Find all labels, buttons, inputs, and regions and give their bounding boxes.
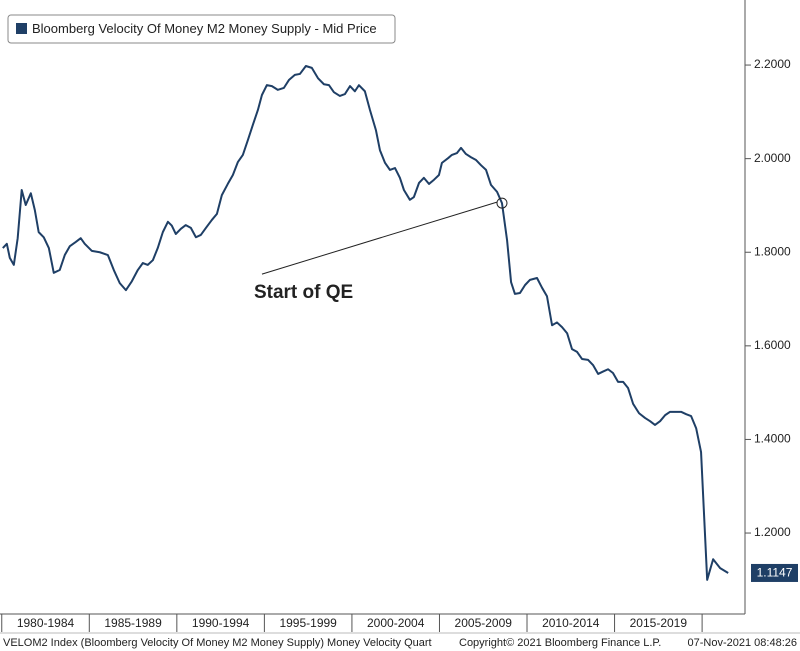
x-tick-label: 2000-2004 (367, 616, 425, 630)
x-tick-label: 1990-1994 (192, 616, 250, 630)
y-tick-label: 2.0000 (754, 151, 791, 165)
x-tick-label: 1980-1984 (17, 616, 75, 630)
annotation-text: Start of QE (254, 282, 353, 303)
annotation-leader (261, 201, 498, 275)
last-value-badge (751, 563, 798, 582)
line-series (2, 64, 729, 581)
y-tick-label: 2.2000 (754, 57, 791, 71)
x-tick-label: 1985-1989 (104, 616, 162, 630)
annotation-marker (496, 197, 508, 209)
last-value-label: 1.1147 (757, 566, 793, 580)
x-tick-label: 2010-2014 (542, 616, 600, 630)
x-tick-label: 2015-2019 (630, 616, 688, 630)
y-tick-label: 1.6000 (754, 338, 791, 352)
footer-left: VELOM2 Index (Bloomberg Velocity Of Mone… (3, 637, 432, 649)
x-tick-label: 2005-2009 (455, 616, 513, 630)
legend (7, 14, 396, 44)
y-tick-label: 1.4000 (754, 432, 791, 446)
footer-middle: Copyright© 2021 Bloomberg Finance L.P. (459, 637, 661, 649)
legend-swatch (16, 23, 27, 34)
y-tick-label: 1.8000 (754, 244, 791, 258)
y-tick-label: 1.2000 (754, 525, 791, 539)
x-tick-label: 1995-1999 (279, 616, 337, 630)
footer-right: 07-Nov-2021 08:48:26 (688, 637, 797, 649)
legend-label: Bloomberg Velocity Of Money M2 Money Sup… (32, 21, 377, 36)
